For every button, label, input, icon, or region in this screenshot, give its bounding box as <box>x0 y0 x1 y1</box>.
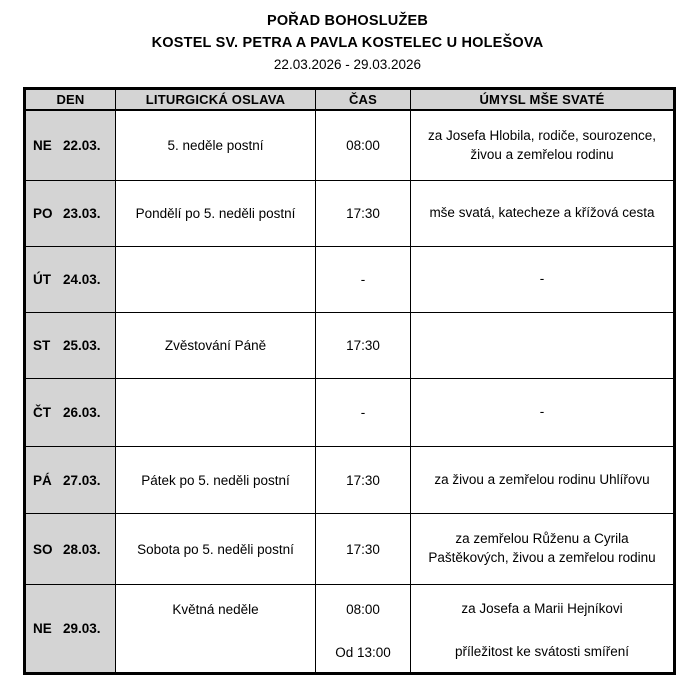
day-date: 23.03. <box>63 206 101 221</box>
time-cell: 17:30 <box>315 513 411 585</box>
col-header-liturgicka-oslava: LITURGICKÁ OSLAVA <box>115 88 316 111</box>
day-cell: SO 28.03. <box>24 513 116 585</box>
intention-text: - <box>539 404 545 420</box>
table-row-pa-2703: PÁ 27.03. Pátek po 5. neděli postní 17:30… <box>24 446 675 514</box>
intention-cell: za Josefa a Marii Hejníkovi <box>410 584 675 633</box>
col-header-cas: ČAS <box>315 88 411 111</box>
table-row-ne-2903: NE 29.03. Květná neděle 08:00 za Josefa a… <box>24 584 675 674</box>
intention-text: za Josefa Hlobila, rodiče, sourozence, ž… <box>427 127 657 162</box>
schedule-table: DEN LITURGICKÁ OSLAVA ČAS ÚMYSL MŠE SVAT… <box>23 87 676 675</box>
celebration-cell: Pondělí po 5. neděli postní <box>115 180 316 247</box>
col-header-umysl: ÚMYSL MŠE SVATÉ <box>410 88 675 111</box>
table-row-ne-2903-second-service: Od 13:00 příležitost ke svátosti smíření <box>25 633 675 674</box>
table-row-po-2303: PO 23.03. Pondělí po 5. neděli postní 17:… <box>24 180 675 247</box>
intention-text: za zemřelou Růženu a Cyrila Paštěkových,… <box>428 531 656 565</box>
celebration-cell <box>115 378 316 447</box>
intention-cell: za živou a zemřelou rodinu Uhlířovu <box>410 446 675 514</box>
day-date: 24.03. <box>63 272 101 287</box>
celebration-cell: Pátek po 5. neděli postní <box>115 446 316 514</box>
date-range: 22.03.2026 - 29.03.2026 <box>273 57 422 72</box>
day-cell: NE 22.03. <box>24 109 116 181</box>
time-cell: 17:30 <box>315 312 411 379</box>
day-cell: PÁ 27.03. <box>24 446 116 514</box>
time-cell: - <box>315 246 411 313</box>
intention-text: za Josefa a Marii Hejníkovi <box>461 600 623 616</box>
day-date: 27.03. <box>63 472 101 488</box>
intention-text: mše svatá, katecheze a křížová cesta <box>429 205 655 221</box>
intention-text: - <box>539 271 545 287</box>
celebration-cell <box>115 246 316 313</box>
day-abbr: PO <box>33 206 53 221</box>
page-header: POŘAD BOHOSLUŽEB KOSTEL SV. PETRA A PAVL… <box>0 0 695 75</box>
day-abbr: NE <box>33 138 52 153</box>
day-abbr: ÚT <box>33 272 51 287</box>
time-cell: 17:30 <box>315 180 411 247</box>
time-cell: 17:30 <box>315 446 411 514</box>
day-abbr: PÁ <box>33 472 52 488</box>
intention-cell <box>410 312 675 379</box>
intention-text: příležitost ke svátosti smíření <box>454 644 630 660</box>
time-cell: 08:00 <box>315 584 411 633</box>
intention-cell: za zemřelou Růženu a Cyrila Paštěkových,… <box>410 513 675 585</box>
table-header-row: DEN LITURGICKÁ OSLAVA ČAS ÚMYSL MŠE SVAT… <box>24 88 675 111</box>
day-date: 26.03. <box>63 405 101 420</box>
day-abbr: ČT <box>33 405 51 420</box>
celebration-cell: Sobota po 5. neděli postní <box>115 513 316 585</box>
intention-cell: příležitost ke svátosti smíření <box>410 633 675 674</box>
time-cell: 08:00 <box>315 109 411 181</box>
col-header-den: DEN <box>24 88 116 111</box>
table-row-so-2803: SO 28.03. Sobota po 5. neděli postní 17:3… <box>24 513 675 585</box>
celebration-cell: Zvěstování Páně <box>115 312 316 379</box>
day-cell: ÚT 24.03. <box>24 246 116 313</box>
celebration-cell: 5. neděle postní <box>115 109 316 181</box>
day-abbr: NE <box>33 621 52 636</box>
table-row-st-2503: ST 25.03. Zvěstování Páně 17:30 <box>24 312 675 379</box>
intention-cell: - <box>410 246 675 313</box>
day-cell: PO 23.03. <box>24 180 116 247</box>
day-date: 25.03. <box>63 338 101 353</box>
day-date: 29.03. <box>63 621 101 636</box>
day-cell: ST 25.03. <box>24 312 116 379</box>
time-cell: - <box>315 378 411 447</box>
table-row-ct-2603: ČT 26.03. - - <box>24 378 675 447</box>
page-subtitle: KOSTEL SV. PETRA A PAVLA KOSTELEC U HOLE… <box>151 35 544 51</box>
intention-cell: za Josefa Hlobila, rodiče, sourozence, ž… <box>410 109 675 181</box>
time-cell: Od 13:00 <box>315 633 411 674</box>
intention-cell: - <box>410 378 675 447</box>
table-row-ne-2203: NE 22.03. 5. neděle postní 08:00 za Josef… <box>24 109 675 181</box>
day-date: 28.03. <box>63 541 101 557</box>
intention-text: za živou a zemřelou rodinu Uhlířovu <box>434 471 650 487</box>
day-abbr: ST <box>33 338 51 353</box>
day-date: 22.03. <box>63 138 101 153</box>
celebration-cell-empty <box>115 633 316 674</box>
celebration-cell: Květná neděle <box>115 584 316 633</box>
page-title: POŘAD BOHOSLUŽEB <box>266 13 429 29</box>
day-cell: NE 29.03. <box>24 584 116 674</box>
table-row-ut-2403: ÚT 24.03. - - <box>24 246 675 313</box>
day-cell: ČT 26.03. <box>24 378 116 447</box>
day-abbr: SO <box>33 541 53 557</box>
intention-cell: mše svatá, katecheze a křížová cesta <box>410 180 675 247</box>
